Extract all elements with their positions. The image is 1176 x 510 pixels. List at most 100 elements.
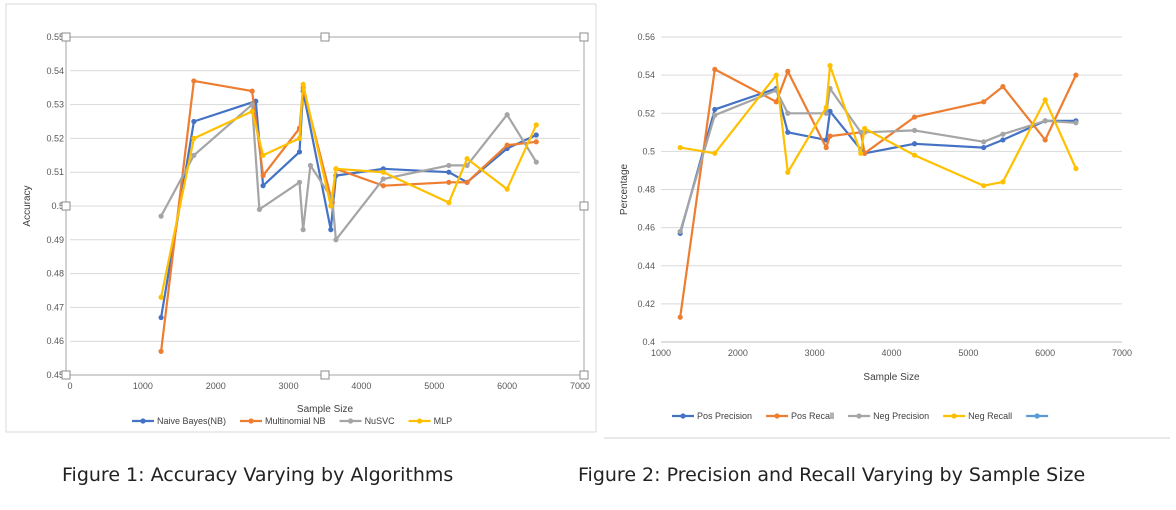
x-tick-label: 7000 <box>1112 348 1132 358</box>
x-tick-label: 1000 <box>651 348 671 358</box>
data-point <box>1000 131 1006 137</box>
x-tick-label: 6000 <box>1035 348 1055 358</box>
data-point <box>249 88 255 94</box>
data-point <box>464 156 470 162</box>
data-point <box>333 237 339 243</box>
x-tick-label: 4000 <box>351 381 371 391</box>
x-tick-label: 0 <box>67 381 72 391</box>
legend-label: Pos Recall <box>791 411 834 421</box>
resize-handle[interactable] <box>61 201 71 211</box>
data-point <box>981 99 987 105</box>
data-point <box>1042 97 1048 103</box>
legend-marker <box>680 413 686 419</box>
data-point <box>307 162 314 169</box>
y-tick-label: 0.46 <box>46 336 64 346</box>
legend-marker <box>416 418 423 424</box>
data-point <box>296 179 303 185</box>
data-point <box>1073 120 1079 126</box>
data-point <box>911 114 918 120</box>
x-tick-label: 5000 <box>958 348 978 358</box>
data-point <box>1042 118 1048 124</box>
data-point <box>712 112 718 118</box>
data-point <box>446 162 452 169</box>
y-tick-label: 0.56 <box>637 32 655 42</box>
series-mlp <box>158 81 539 300</box>
series-neg-recall <box>677 62 1079 189</box>
y-tick-label: 0.44 <box>637 261 655 271</box>
data-point <box>380 183 386 189</box>
data-point <box>981 144 987 151</box>
data-point <box>260 152 266 158</box>
chart-1: 0.45 0.46 0.47 0.48 0.49 0.5 0.51 0.52 0.53 0.54 0… <box>5 3 597 433</box>
data-point <box>823 110 829 116</box>
legend-entry: Multinomial NB <box>240 416 326 426</box>
y-tick-label: 0.54 <box>637 70 655 80</box>
x-axis-title: Sample Size <box>297 404 354 415</box>
data-point <box>328 227 334 233</box>
data-point <box>300 227 306 233</box>
data-point <box>773 99 779 105</box>
data-point <box>1042 137 1048 143</box>
x-tick-label: 6000 <box>497 381 517 391</box>
data-point <box>981 139 987 145</box>
legend-marker <box>140 418 146 424</box>
y-tick-label: 0.53 <box>46 100 64 110</box>
data-point <box>1000 137 1006 143</box>
data-point <box>191 118 197 125</box>
y-axis-title: Percentage <box>619 163 630 215</box>
data-point <box>981 183 987 189</box>
legend-label: Pos Precision <box>697 411 752 421</box>
resize-handle[interactable] <box>579 201 589 211</box>
data-point <box>504 142 510 148</box>
data-point <box>158 294 164 300</box>
y-tick-label: 0.49 <box>46 235 64 245</box>
y-tick-label: 0.42 <box>637 299 655 309</box>
data-point <box>911 152 918 158</box>
legend-entry: Neg Recall <box>943 411 1012 421</box>
y-tick-label: 0.4 <box>642 337 655 347</box>
data-point <box>446 169 452 175</box>
legend-marker <box>1034 413 1040 419</box>
data-point <box>380 176 386 182</box>
chart-area <box>5 3 597 433</box>
y-axis-title: Accuracy <box>22 185 33 226</box>
resize-handle[interactable] <box>61 32 71 42</box>
data-point <box>380 169 386 175</box>
y-tick-label: 0.47 <box>46 302 64 312</box>
legend-label: Neg Precision <box>873 411 929 421</box>
data-point <box>785 129 791 135</box>
legend-entry <box>1026 413 1049 419</box>
data-point <box>862 125 868 132</box>
data-point <box>1073 72 1079 78</box>
y-tick-label: 0.5 <box>51 201 64 211</box>
data-point <box>911 127 918 134</box>
resize-handle[interactable] <box>320 370 330 380</box>
data-point <box>785 110 791 116</box>
resize-handle[interactable] <box>579 370 589 380</box>
data-point <box>911 141 918 147</box>
legend-label: Naive Bayes(NB) <box>157 416 226 426</box>
legend: Naive Bayes(NB) Multinomial NB NuSVC MLP <box>132 416 452 426</box>
y-tick-label: 0.52 <box>637 108 655 118</box>
data-point <box>533 139 539 145</box>
data-point <box>191 78 197 84</box>
legend-marker <box>347 418 354 424</box>
y-tick-label: 0.5 <box>642 146 655 156</box>
resize-handle[interactable] <box>320 32 330 42</box>
data-point <box>533 132 539 138</box>
y-tick-label: 0.48 <box>46 269 64 279</box>
data-point <box>191 135 197 141</box>
resize-handle[interactable] <box>579 32 589 42</box>
data-point <box>862 150 868 156</box>
legend-entry: NuSVC <box>339 416 395 426</box>
legend-label: MLP <box>434 416 453 426</box>
x-tick-label: 1000 <box>133 381 153 391</box>
legend-entry: Neg Precision <box>848 411 929 421</box>
figure-2-caption: Figure 2: Precision and Recall Varying b… <box>578 464 1086 486</box>
data-point <box>712 150 718 156</box>
y-tick-label: 0.48 <box>637 185 655 195</box>
resize-handle[interactable] <box>61 370 71 380</box>
y-tick-label: 0.51 <box>46 167 64 177</box>
